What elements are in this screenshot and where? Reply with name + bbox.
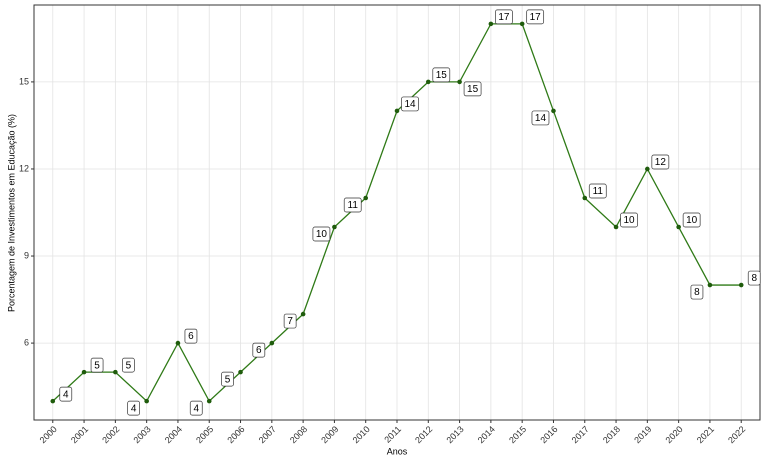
point: [707, 282, 713, 288]
data-label-text: 11: [348, 200, 359, 211]
point: [113, 369, 118, 375]
data-label: 15: [463, 81, 482, 97]
y-tick-label: 15: [19, 76, 29, 86]
data-label: 10: [620, 212, 638, 228]
data-label-box: [620, 212, 638, 228]
data-label: 5: [90, 357, 104, 373]
point: [488, 21, 494, 27]
data-label-box: [588, 183, 607, 199]
data-label: 8: [747, 270, 761, 286]
data-label-box: [189, 400, 203, 416]
data-label: 7: [283, 313, 297, 329]
data-label-text: 8: [694, 287, 700, 298]
data-label-text: 10: [623, 215, 635, 226]
data-label: 4: [189, 400, 203, 416]
data-label: 5: [122, 357, 135, 373]
point: [676, 224, 681, 230]
data-label-box: [747, 270, 761, 286]
point: [206, 398, 212, 404]
point: [582, 195, 588, 201]
data-label: 14: [401, 96, 419, 112]
point: [50, 398, 56, 404]
data-label-box: [526, 9, 545, 25]
point: [551, 108, 556, 114]
point: [144, 398, 149, 404]
data-label-text: 10: [686, 215, 698, 226]
data-label: 14: [531, 110, 550, 126]
data-label-text: 7: [287, 316, 293, 327]
point: [394, 108, 400, 114]
data-label-text: 10: [316, 229, 328, 240]
data-label-box: [127, 400, 141, 416]
data-label: 6: [184, 328, 198, 344]
data-label-box: [690, 284, 704, 300]
data-label-box: [122, 357, 135, 373]
data-label-text: 5: [94, 360, 100, 371]
data-label: 10: [312, 226, 331, 242]
data-label-text: 5: [225, 374, 231, 385]
data-label-box: [343, 197, 362, 213]
data-label: 17: [495, 9, 513, 25]
data-label-text: 5: [126, 360, 132, 371]
data-label: 17: [526, 9, 545, 25]
data-label-box: [651, 154, 670, 170]
point: [238, 369, 243, 375]
point: [613, 224, 619, 230]
data-label-box: [90, 357, 104, 373]
data-label: 4: [127, 400, 141, 416]
point: [645, 166, 650, 172]
data-label-text: 4: [131, 403, 137, 414]
data-label-box: [495, 9, 513, 25]
data-label-box: [531, 110, 550, 126]
y-tick-label: 9: [24, 250, 29, 260]
y-tick-label: 12: [19, 163, 29, 173]
data-label: 4: [59, 386, 73, 402]
data-label-text: 6: [188, 331, 194, 342]
data-label-text: 15: [436, 70, 448, 81]
data-label-box: [682, 212, 701, 228]
point: [269, 340, 275, 346]
data-label-box: [221, 371, 234, 387]
data-label: 10: [682, 212, 701, 228]
point: [81, 369, 87, 375]
data-label-box: [432, 67, 451, 83]
data-label-box: [252, 342, 266, 358]
point: [425, 79, 431, 85]
point: [457, 79, 462, 85]
data-label-box: [283, 313, 297, 329]
data-label-text: 11: [593, 186, 604, 197]
point: [738, 282, 744, 288]
data-label-box: [463, 81, 482, 97]
data-label-text: 12: [655, 157, 667, 168]
data-label: 8: [690, 284, 704, 300]
data-label-box: [401, 96, 419, 112]
data-label-text: 17: [498, 12, 510, 23]
x-axis-title: Anos: [387, 446, 408, 456]
data-label: 6: [252, 342, 266, 358]
data-label-text: 17: [530, 12, 542, 23]
y-tick-label: 6: [24, 337, 29, 347]
data-label: 15: [432, 67, 451, 83]
point: [332, 224, 337, 230]
point: [363, 195, 369, 201]
data-label: 11: [588, 183, 607, 199]
data-label-text: 4: [193, 403, 199, 414]
point: [175, 340, 181, 346]
point: [300, 311, 306, 317]
data-label-text: 15: [467, 84, 479, 95]
y-axis-title: Porcentagem de Investimentos em Educação…: [6, 114, 16, 312]
data-label-box: [59, 386, 73, 402]
data-label: 5: [221, 371, 234, 387]
data-label: 12: [651, 154, 670, 170]
data-label-box: [184, 328, 198, 344]
data-label-box: [312, 226, 331, 242]
point: [519, 21, 525, 27]
data-label-text: 6: [256, 345, 262, 356]
data-label-text: 14: [404, 99, 416, 110]
data-label-text: 8: [751, 273, 757, 284]
data-label-text: 4: [63, 389, 69, 400]
data-label-text: 14: [535, 113, 547, 124]
data-label: 11: [343, 197, 362, 213]
